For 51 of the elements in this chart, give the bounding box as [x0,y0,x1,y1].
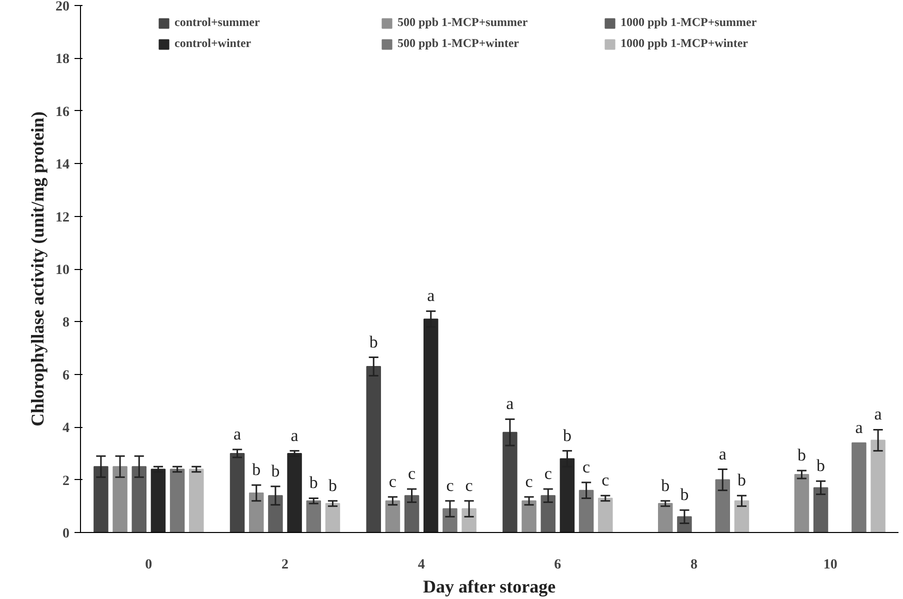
data-label: c [544,464,552,484]
data-label: a [506,394,514,414]
x-tick-label: 8 [690,558,698,572]
data-label: a [874,404,882,424]
data-label: a [427,286,436,306]
data-label: b [737,470,746,490]
data-label: b [369,332,378,352]
y-tick-label: 8 [62,316,70,331]
data-label: b [797,446,806,465]
x-tick-label: 4 [418,558,425,572]
data-label: c [602,470,610,490]
legend-label: 500 ppb 1-MCP+summer [398,15,529,30]
y-tick-label: 12 [56,210,70,226]
data-label: b [661,476,670,495]
legend-label: control+summer [174,15,261,30]
data-label: c [388,472,397,491]
data-label: a [855,418,864,437]
y-tick-label: 2 [62,474,70,489]
legend-label: control+winter [174,36,252,51]
y-tick-label: 4 [62,421,70,436]
y-axis-title: Chlorophyllase activity (unit/mg protein) [28,112,48,426]
data-label: c [446,476,454,495]
legend-label: 500 ppb 1-MCP+winter [398,36,520,51]
data-label: c [465,476,474,495]
y-tick-label: 6 [62,368,70,384]
data-label: c [525,472,534,491]
data-label: a [234,424,242,444]
data-label: b [816,456,826,476]
data-label: b [309,473,318,492]
y-tick-label: 16 [56,104,70,120]
data-label: c [408,464,416,484]
x-tick-label: 0 [145,558,152,572]
data-label: b [680,485,689,504]
data-label: b [252,460,261,480]
data-label: a [290,426,299,445]
x-tick-label: 10 [823,558,838,572]
x-axis-title: Day after storage [423,576,556,596]
x-tick-label: 2 [282,558,288,572]
x-tick-label: 6 [554,558,562,572]
legend-label: 1000 ppb 1-MCP+summer [620,15,758,30]
data-label: b [328,476,337,495]
y-tick-label: 14 [56,158,70,173]
data-label: c [582,457,591,476]
data-label: a [718,444,727,464]
data-label: b [562,426,572,445]
legend-label: 1000 ppb 1-MCP+winter [620,36,749,51]
y-tick-label: 20 [56,0,70,14]
y-tick-label: 10 [56,263,70,278]
data-label: b [271,461,280,480]
y-tick-label: 18 [56,52,70,68]
y-tick-label: 0 [62,526,70,542]
